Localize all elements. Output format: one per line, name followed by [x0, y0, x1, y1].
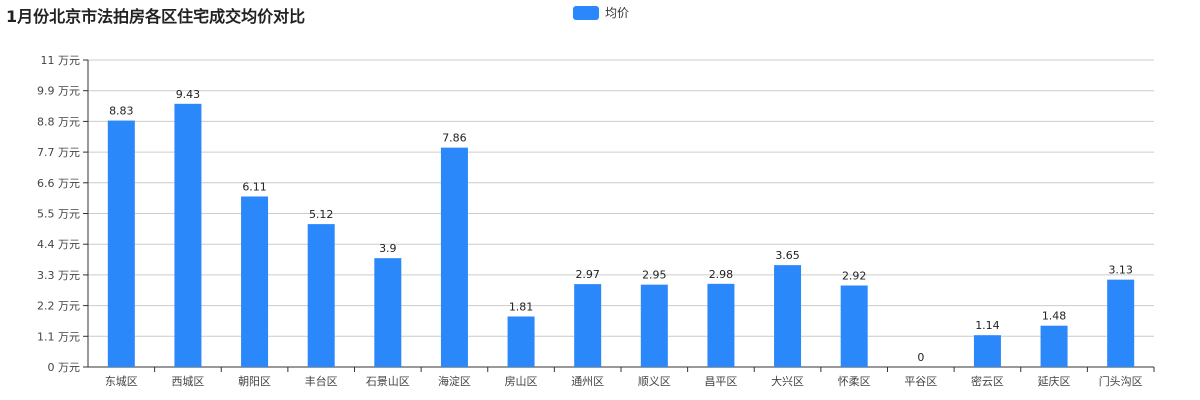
- data-label: 2.95: [642, 269, 667, 282]
- data-label: 2.97: [575, 268, 600, 281]
- y-tick-label: 11 万元: [41, 54, 81, 67]
- data-label: 1.14: [975, 319, 1000, 332]
- y-tick-label: 6.6 万元: [37, 177, 80, 190]
- legend-label: 均价: [605, 6, 630, 20]
- chart-title: 1月份北京市法拍房各区住宅成交均价对比: [6, 7, 306, 26]
- data-label: 6.11: [242, 180, 267, 193]
- x-tick-label: 门头沟区: [1099, 374, 1143, 388]
- bar: [1107, 279, 1135, 367]
- x-tick-label: 朝阳区: [238, 375, 271, 388]
- legend-swatch: [573, 5, 599, 20]
- bar: [1040, 325, 1068, 367]
- data-label: 0: [917, 351, 924, 364]
- bar: [107, 120, 135, 367]
- y-tick-label: 8.8 万元: [37, 115, 80, 128]
- bar: [574, 284, 602, 367]
- bar: [640, 284, 668, 367]
- bar: [973, 335, 1001, 367]
- bar: [440, 147, 468, 367]
- bar: [374, 258, 402, 367]
- x-tick-label: 东城区: [105, 375, 138, 388]
- legend[interactable]: 均价: [573, 4, 629, 21]
- data-label: 9.43: [176, 88, 201, 101]
- x-tick-label: 平谷区: [904, 375, 937, 388]
- y-tick-label: 5.5 万元: [37, 208, 80, 221]
- data-label: 3.65: [775, 249, 800, 262]
- y-tick-label: 7.7 万元: [37, 146, 80, 159]
- bar: [774, 265, 802, 367]
- x-tick-label: 密云区: [971, 374, 1004, 388]
- x-tick-label: 通州区: [571, 375, 604, 388]
- x-tick-label: 海淀区: [438, 374, 471, 388]
- data-label: 8.83: [109, 105, 134, 118]
- x-tick-label: 延庆区: [1038, 374, 1071, 388]
- y-tick-label: 9.9 万元: [37, 85, 80, 98]
- bar: [307, 224, 335, 367]
- x-tick-label: 西城区: [171, 375, 204, 388]
- x-tick-label: 丰台区: [305, 374, 338, 388]
- data-label: 1.81: [509, 300, 534, 313]
- x-tick-label: 怀柔区: [838, 375, 871, 388]
- y-tick-label: 1.1 万元: [37, 330, 80, 343]
- data-label: 2.98: [709, 268, 734, 281]
- bar: [840, 285, 868, 367]
- y-tick-label: 2.2 万元: [37, 300, 80, 313]
- data-label: 1.48: [1042, 310, 1067, 323]
- x-tick-label: 顺义区: [638, 375, 671, 388]
- data-label: 3.13: [1108, 264, 1133, 277]
- y-tick-label: 0 万元: [48, 361, 81, 374]
- data-label: 7.86: [442, 132, 467, 145]
- x-tick-label: 昌平区: [704, 375, 737, 388]
- data-label: 2.92: [842, 270, 867, 283]
- y-tick-label: 4.4 万元: [37, 238, 80, 251]
- y-tick-label: 3.3 万元: [37, 269, 80, 282]
- x-tick-label: 房山区: [505, 375, 538, 388]
- x-tick-label: 大兴区: [771, 374, 804, 388]
- bar: [707, 283, 735, 367]
- data-label: 3.9: [379, 242, 397, 255]
- x-tick-label: 石景山区: [366, 375, 410, 388]
- data-label: 5.12: [309, 208, 334, 221]
- bar: [241, 196, 269, 367]
- bar: [174, 103, 202, 368]
- bar: [507, 316, 535, 367]
